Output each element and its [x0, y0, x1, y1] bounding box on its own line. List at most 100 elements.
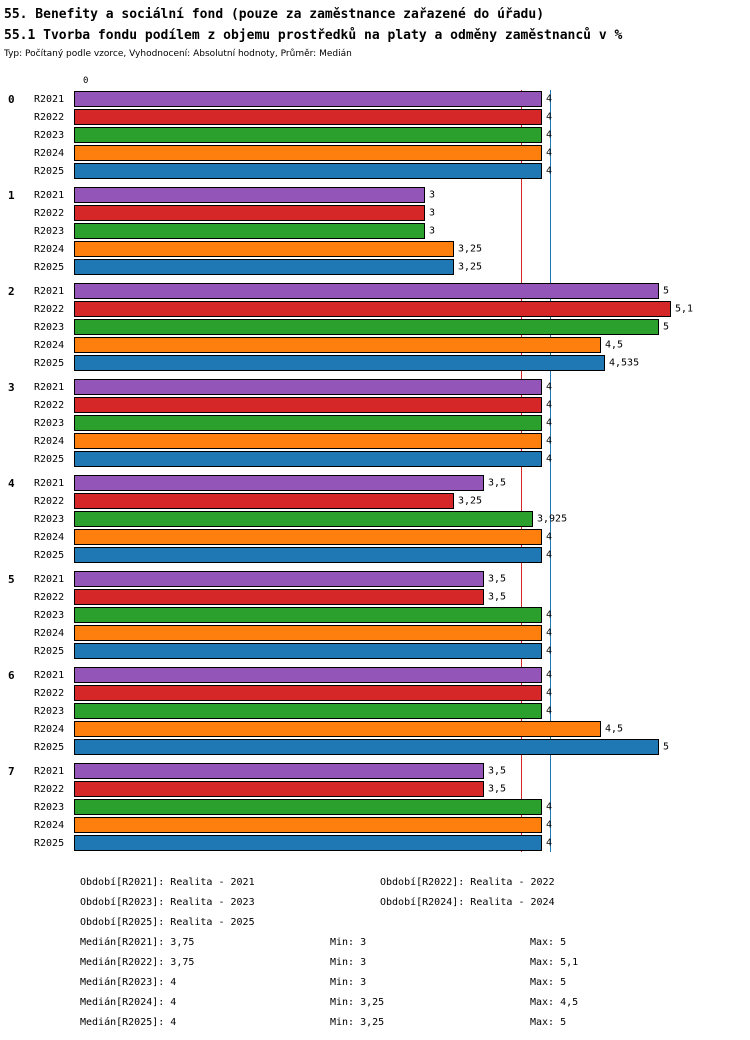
bar-value-label: 4 — [546, 129, 553, 141]
bar-value-label: 3,25 — [458, 261, 483, 273]
axis-zero-label: 0 — [83, 76, 89, 86]
series-label: R2023 — [34, 225, 65, 237]
bar-track: 3,5 — [74, 570, 750, 588]
bar-row: R2023 5 — [0, 318, 750, 336]
series-label: R2022 — [34, 207, 65, 219]
series-label: R2025 — [34, 645, 65, 657]
series-label: R2024 — [34, 531, 65, 543]
bar — [74, 607, 542, 623]
bar-value-label: 4,5 — [605, 339, 624, 351]
bar — [74, 739, 659, 755]
footer-stats-row: Medián[R2024]: 4 Min: 3,25 Max: 4,5 — [80, 992, 740, 1012]
bar — [74, 475, 484, 491]
bar-value-label: 4 — [546, 609, 553, 621]
bar-value-label: 4 — [546, 435, 553, 447]
series-label: R2021 — [34, 573, 65, 585]
footer-stat-cell: Min: 3,25 — [330, 1016, 385, 1028]
series-label: R2024 — [34, 723, 65, 735]
bar-value-label: 4 — [546, 93, 553, 105]
bar-value-label: 4 — [546, 549, 553, 561]
group-label: 3 — [8, 380, 15, 394]
bar — [74, 511, 533, 527]
bar — [74, 625, 542, 641]
group-label: 0 — [8, 92, 15, 106]
footer-period-cell: Období[R2025]: Realita - 2025 — [80, 916, 255, 928]
bar — [74, 91, 542, 107]
bar — [74, 163, 542, 179]
bar — [74, 643, 542, 659]
group-label: 4 — [8, 476, 15, 490]
bar-row: 5 R2021 3,5 — [0, 570, 750, 588]
bar-row: 2 R2021 5 — [0, 282, 750, 300]
bar-row: R2025 4 — [0, 834, 750, 852]
bar — [74, 799, 542, 815]
bar-row: 6 R2021 4 — [0, 666, 750, 684]
bar-row: R2023 3,925 — [0, 510, 750, 528]
bar-track: 3,25 — [74, 240, 750, 258]
bar — [74, 817, 542, 833]
series-label: R2025 — [34, 357, 65, 369]
series-label: R2023 — [34, 609, 65, 621]
bar-track: 3,5 — [74, 780, 750, 798]
median-line — [521, 90, 522, 852]
bar-value-label: 3,5 — [488, 591, 507, 603]
footer-stats-row: Medián[R2022]: 3,75 Min: 3 Max: 5,1 — [80, 952, 740, 972]
bar — [74, 685, 542, 701]
bar-track: 3,5 — [74, 762, 750, 780]
bar-track: 3 — [74, 204, 750, 222]
bar-row: R2024 4 — [0, 432, 750, 450]
bar-track: 4 — [74, 126, 750, 144]
series-label: R2022 — [34, 783, 65, 795]
bar-row: R2025 4 — [0, 450, 750, 468]
footer-stat-cell: Min: 3 — [330, 956, 367, 968]
bar-value-label: 4 — [546, 627, 553, 639]
bar — [74, 571, 484, 587]
bar-track: 4 — [74, 528, 750, 546]
bar — [74, 493, 454, 509]
series-label: R2024 — [34, 147, 65, 159]
bar-chart: 0 0 R2021 4 R2022 4 R2023 4 R2024 4 R2025 4 1 R2021 3… — [0, 76, 750, 852]
bar-track: 3 — [74, 222, 750, 240]
bar-track: 4 — [74, 798, 750, 816]
footer-period-cell: Období[R2023]: Realita - 2023 — [80, 896, 255, 908]
series-label: R2021 — [34, 93, 65, 105]
bar-value-label: 5 — [663, 321, 670, 333]
bar-row: R2023 4 — [0, 414, 750, 432]
series-label: R2021 — [34, 381, 65, 393]
bar-track: 3 — [74, 186, 750, 204]
bar-track: 4 — [74, 624, 750, 642]
footer-stat-cell: Medián[R2022]: 3,75 — [80, 956, 195, 968]
series-label: R2025 — [34, 549, 65, 561]
bar-value-label: 5 — [663, 741, 670, 753]
bar-track: 3,25 — [74, 258, 750, 276]
bar-row: R2025 4 — [0, 162, 750, 180]
bar-track: 5,1 — [74, 300, 750, 318]
bar — [74, 187, 425, 203]
group-label: 2 — [8, 284, 15, 298]
bar-value-label: 4 — [546, 165, 553, 177]
footer-stat-cell: Medián[R2023]: 4 — [80, 976, 177, 988]
bar-row: R2022 5,1 — [0, 300, 750, 318]
bar-track: 3,25 — [74, 492, 750, 510]
bar — [74, 397, 542, 413]
bar — [74, 589, 484, 605]
footer-stat-cell: Max: 5 — [530, 1016, 567, 1028]
bar-row: R2025 5 — [0, 738, 750, 756]
series-label: R2024 — [34, 339, 65, 351]
series-label: R2021 — [34, 477, 65, 489]
bar-track: 4 — [74, 162, 750, 180]
bar-value-label: 4 — [546, 705, 553, 717]
bar-track: 5 — [74, 738, 750, 756]
chart-subtitle: 55.1 Tvorba fondu podílem z objemu prost… — [4, 28, 623, 43]
bar-track: 4 — [74, 684, 750, 702]
bar-track: 4 — [74, 414, 750, 432]
bar-value-label: 3,5 — [488, 573, 507, 585]
bar-value-label: 3,5 — [488, 765, 507, 777]
bar-value-label: 4 — [546, 837, 553, 849]
series-label: R2024 — [34, 243, 65, 255]
series-label: R2022 — [34, 111, 65, 123]
chart-meta: Typ: Počítaný podle vzorce, Vyhodnocení:… — [4, 49, 352, 59]
footer-stats-row: Medián[R2021]: 3,75 Min: 3 Max: 5 — [80, 932, 740, 952]
bar-value-label: 3,25 — [458, 495, 483, 507]
bar-value-label: 3,25 — [458, 243, 483, 255]
